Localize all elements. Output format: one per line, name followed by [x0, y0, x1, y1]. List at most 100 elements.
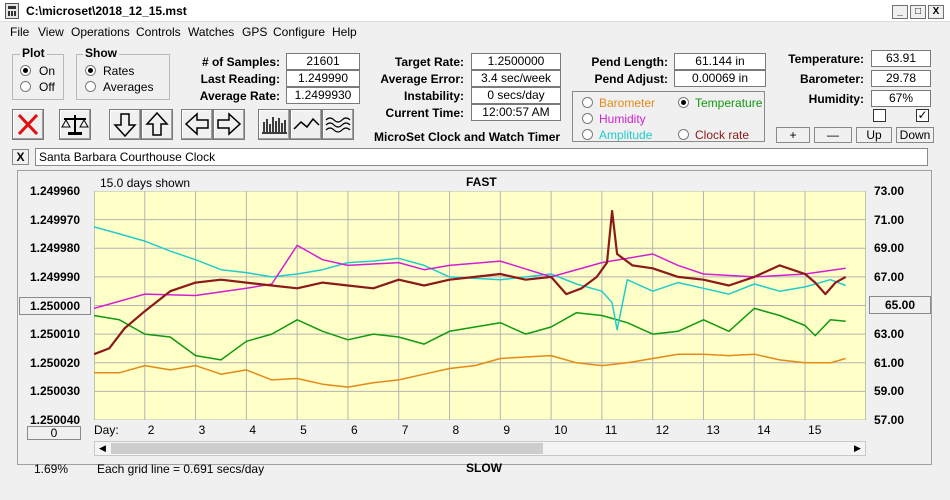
left-tick-label: 1.250010 [30, 327, 81, 342]
clock-rate-radio[interactable] [678, 129, 689, 140]
right-tick-label: 59.00 [874, 384, 905, 399]
amplitude-radio[interactable] [582, 129, 593, 140]
stop-button[interactable] [12, 109, 44, 140]
humidity-value: 67% [871, 90, 931, 107]
clear-watch-button[interactable]: X [12, 149, 29, 165]
left-center-button[interactable]: 1.250000 [19, 297, 91, 315]
menu-help[interactable]: Help [332, 25, 357, 39]
scale-plus-button[interactable]: + [776, 127, 810, 143]
samples-label: # of Samples: [201, 55, 280, 69]
barometer-radio[interactable] [582, 97, 593, 108]
horizontal-scrollbar[interactable]: ◀ ▶ [94, 441, 866, 456]
average-error-label: Average Error: [380, 72, 464, 86]
menu-gps[interactable]: GPS [242, 25, 268, 39]
left-tick-label: 1.249960 [30, 184, 81, 198]
x-tick-label: 14 [757, 423, 771, 437]
current-time-value: 12:00:57 AM [471, 104, 561, 121]
down-arrow-button[interactable] [109, 109, 141, 140]
arrow-down-icon [113, 113, 137, 138]
right-arrow-button[interactable] [213, 109, 245, 140]
show-group [76, 54, 170, 100]
right-tick-label: 63.00 [874, 327, 905, 342]
x-tick-label: 11 [604, 423, 618, 437]
humidity-label: Humidity: [808, 92, 864, 106]
x-tick-label: 6 [350, 423, 358, 437]
right-center-button[interactable]: 65.00 [869, 296, 931, 314]
temperature-value: 63.91 [871, 50, 931, 67]
average-rate-value: 1.2499930 [286, 87, 360, 104]
scale-up-button[interactable]: Up [856, 127, 892, 143]
average-rate-label: Average Rate: [199, 89, 280, 103]
smooth-view-button[interactable] [322, 109, 354, 140]
menu-watches[interactable]: Watches [188, 25, 235, 39]
app-caption: MicroSet Clock and Watch Timer [374, 130, 561, 144]
series-line-temperature [94, 307, 846, 361]
scale-down-button[interactable]: Down [896, 127, 934, 143]
show-averages-label: Averages [103, 80, 154, 94]
menu-bar: File View Operations Controls Watches GP… [0, 22, 950, 42]
arrow-right-icon [217, 112, 242, 136]
left-tick-label: 1.250020 [30, 355, 81, 370]
show-rates-radio[interactable] [85, 65, 96, 76]
x-tick-label: 8 [452, 423, 460, 437]
scroll-right-icon[interactable]: ▶ [854, 443, 861, 453]
close-button[interactable]: X [928, 5, 944, 19]
series-line-amplitude [94, 226, 846, 331]
wave-lines-icon [325, 117, 351, 133]
instability-label: Instability: [403, 89, 464, 103]
humidity-radio[interactable] [582, 113, 593, 124]
balance-button[interactable] [59, 109, 91, 140]
maximize-button[interactable]: □ [910, 5, 926, 19]
app-icon [5, 3, 19, 19]
menu-view[interactable]: View [38, 25, 64, 39]
scroll-thumb[interactable] [111, 443, 543, 454]
show-averages-radio[interactable] [85, 81, 96, 92]
right-tick-label: 67.00 [874, 269, 905, 284]
bar-graph-icon [262, 117, 287, 134]
day-axis-label: Day: [94, 423, 119, 437]
menu-operations[interactable]: Operations [71, 25, 130, 39]
bars-view-button[interactable] [258, 109, 290, 140]
option-checkbox-1[interactable] [873, 109, 886, 122]
plot-group-title: Plot [20, 46, 47, 60]
x-tick-label: 15 [808, 423, 822, 437]
left-arrow-button[interactable] [181, 109, 213, 140]
scale-minus-button[interactable]: — [814, 127, 852, 143]
plot-on-radio[interactable] [20, 65, 31, 76]
temperature-radio[interactable] [678, 97, 689, 108]
barometer-label: Barometer: [799, 72, 864, 86]
menu-controls[interactable]: Controls [136, 25, 181, 39]
plot-group [12, 54, 64, 100]
pend-adjust-label: Pend Adjust: [594, 72, 668, 86]
scroll-left-icon[interactable]: ◀ [99, 443, 106, 453]
pend-length-value: 61.144 in [674, 53, 766, 70]
current-time-label: Current Time: [385, 106, 464, 120]
fast-label: FAST [466, 175, 497, 189]
arrow-up-icon [145, 111, 169, 136]
show-group-title: Show [83, 46, 119, 60]
target-rate-value: 1.2500000 [471, 53, 561, 70]
up-arrow-button[interactable] [141, 109, 173, 140]
right-tick-label: 57.00 [874, 413, 905, 427]
left-tick-label: 1.249990 [30, 269, 81, 284]
menu-file[interactable]: File [10, 25, 30, 39]
last-reading-label: Last Reading: [200, 72, 280, 86]
minimize-button[interactable]: _ [892, 5, 908, 19]
reset-zero-button[interactable]: 0 [27, 426, 81, 440]
menu-configure[interactable]: Configure [273, 25, 326, 39]
sensor-select-group [572, 91, 765, 142]
title-bar: C:\microset\2018_12_15.mst _ □ X [0, 0, 950, 22]
instability-value: 0 secs/day [471, 87, 561, 104]
humidity-option-label: Humidity [599, 112, 646, 126]
clock-rate-option-label: Clock rate [695, 128, 750, 142]
plot-off-radio[interactable] [20, 81, 31, 92]
arrow-left-icon [184, 112, 209, 136]
left-tick-label: 1.250040 [30, 413, 81, 427]
right-tick-label: 61.00 [874, 355, 905, 370]
right-tick-label: 71.00 [874, 212, 905, 227]
line-view-button[interactable] [290, 109, 322, 140]
left-tick-label: 1.249980 [30, 241, 81, 256]
left-tick-label: 1.250030 [30, 384, 81, 399]
option-checkbox-2[interactable]: ✓ [916, 108, 929, 122]
watch-name-field[interactable]: Santa Barbara Courthouse Clock [35, 148, 928, 166]
